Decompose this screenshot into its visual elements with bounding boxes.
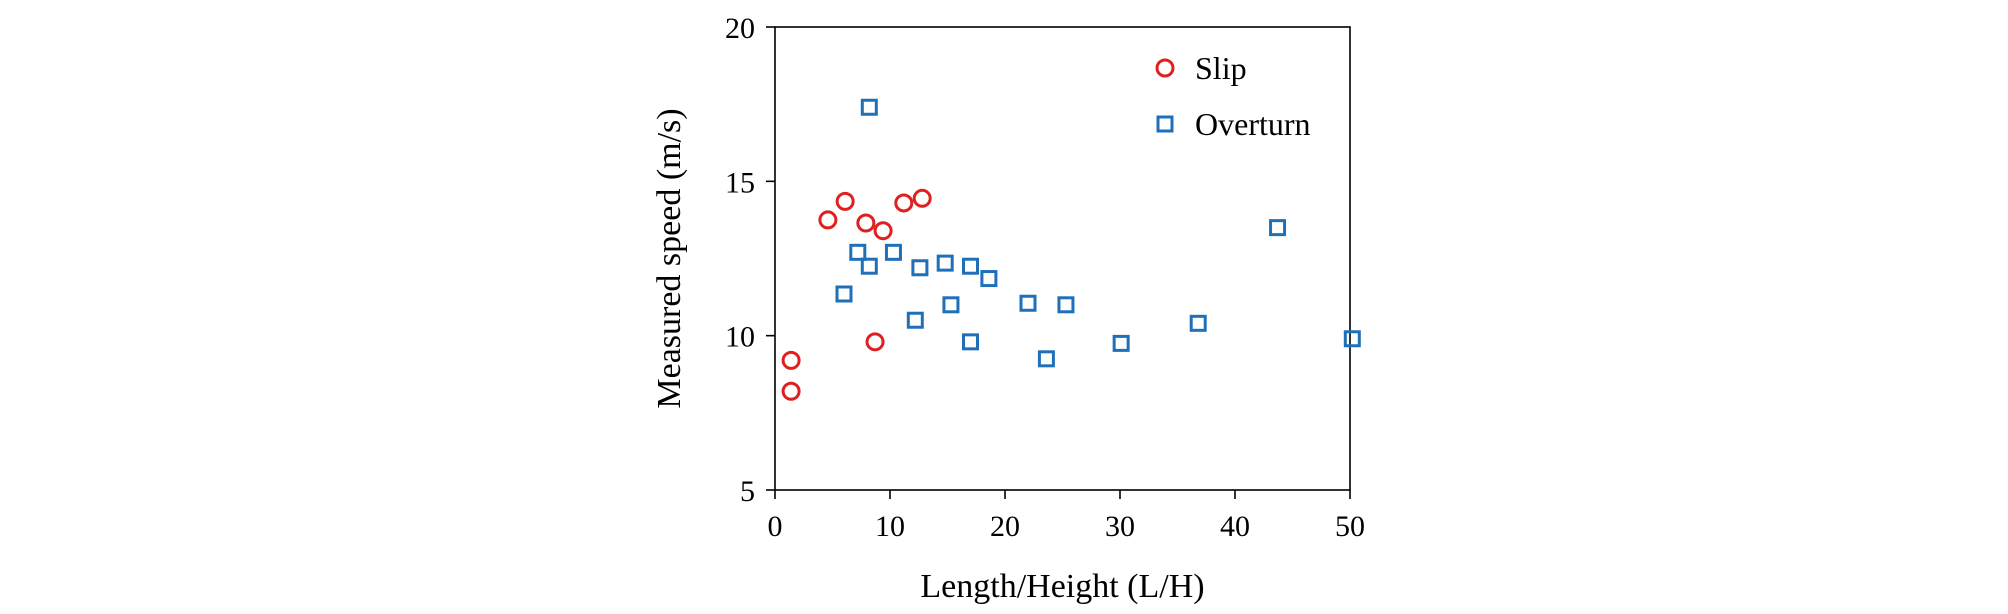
- y-tick-label: 15: [725, 166, 755, 199]
- x-axis-title: Length/Height (L/H): [920, 568, 1204, 605]
- overturn-point: [980, 270, 998, 288]
- slip-point: [818, 210, 838, 230]
- legend-marker-overturn: [1156, 115, 1174, 133]
- slip-point: [873, 221, 893, 241]
- slip-point: [894, 193, 914, 213]
- y-axis-title: Measured speed (m/s): [651, 108, 688, 408]
- slip-point: [835, 191, 855, 211]
- overturn-point: [911, 259, 929, 277]
- slip-point: [781, 350, 801, 370]
- legend-label-overturn: Overturn: [1195, 106, 1311, 142]
- overturn-point: [936, 254, 954, 272]
- axes: [774, 26, 1351, 491]
- y-tick-label: 10: [725, 321, 755, 354]
- overturn-point: [962, 257, 979, 275]
- x-tick-label: 10: [875, 510, 905, 543]
- overturn-point: [1057, 296, 1075, 314]
- y-tick-label: 5: [740, 475, 755, 508]
- x-tick-label: 40: [1220, 510, 1250, 543]
- overturn-point: [942, 296, 960, 314]
- slip-point: [912, 188, 932, 208]
- slip-point: [781, 381, 801, 401]
- axis-ticks: 0 10 20 30 40 50 5 10 15 20: [725, 12, 1365, 543]
- overturn-point: [962, 333, 979, 351]
- overturn-point: [1343, 330, 1361, 348]
- x-tick-label: 30: [1105, 510, 1135, 543]
- overturn-point: [884, 243, 902, 261]
- slip-point: [865, 332, 885, 352]
- data-points: [781, 98, 1361, 401]
- x-tick-label: 0: [768, 510, 783, 543]
- overturn-point: [860, 257, 878, 275]
- x-tick-label: 20: [990, 510, 1020, 543]
- legend: Slip Overturn: [1155, 50, 1311, 142]
- overturn-point: [860, 98, 878, 116]
- overturn-point: [849, 243, 867, 261]
- x-tick-label: 50: [1335, 510, 1365, 543]
- overturn-point: [906, 311, 924, 329]
- legend-label-slip: Slip: [1195, 50, 1247, 86]
- overturn-point: [1019, 294, 1037, 312]
- plot-frame: [774, 26, 1351, 491]
- overturn-point: [1269, 219, 1287, 237]
- overturn-point: [1189, 314, 1207, 332]
- overturn-point: [1112, 334, 1130, 352]
- slip-point: [856, 213, 876, 233]
- legend-marker-slip: [1155, 58, 1175, 78]
- overturn-point: [835, 285, 853, 303]
- y-tick-label: 20: [725, 12, 755, 45]
- overturn-point: [1037, 350, 1055, 368]
